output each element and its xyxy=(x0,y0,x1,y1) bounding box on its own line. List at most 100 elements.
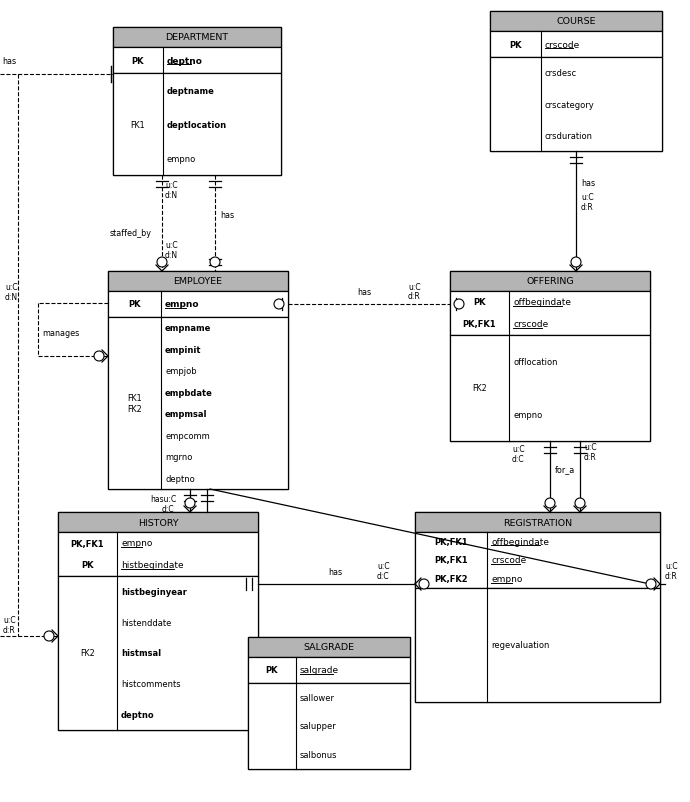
Text: deptno: deptno xyxy=(121,711,155,719)
Text: empno: empno xyxy=(165,300,199,309)
Text: deptno: deptno xyxy=(165,474,195,483)
Text: offlocation: offlocation xyxy=(513,358,558,367)
Text: offbegindate: offbegindate xyxy=(513,298,571,307)
Bar xyxy=(113,48,281,74)
Text: OFFERING: OFFERING xyxy=(526,277,574,286)
Text: FK2: FK2 xyxy=(80,649,95,658)
Bar xyxy=(450,272,650,292)
Bar xyxy=(450,292,650,335)
Circle shape xyxy=(185,498,195,508)
Bar xyxy=(415,512,660,533)
Bar xyxy=(108,272,288,292)
Bar xyxy=(490,32,662,58)
Text: u:C: u:C xyxy=(5,283,18,292)
Text: has: has xyxy=(328,568,342,577)
Bar xyxy=(108,292,288,318)
Bar xyxy=(248,657,410,683)
Text: FK1
FK2: FK1 FK2 xyxy=(127,394,142,413)
Text: histcomments: histcomments xyxy=(121,679,181,688)
Text: PK: PK xyxy=(81,561,94,569)
Text: empmsal: empmsal xyxy=(165,410,208,419)
Text: crscode: crscode xyxy=(491,556,526,565)
Text: u:C: u:C xyxy=(377,561,390,571)
Text: empno: empno xyxy=(513,411,542,419)
Text: regevaluation: regevaluation xyxy=(491,641,550,650)
Bar xyxy=(58,512,258,533)
Text: u:C: u:C xyxy=(3,616,16,625)
Text: PK,FK1: PK,FK1 xyxy=(70,539,104,548)
Text: has: has xyxy=(2,56,16,66)
Bar xyxy=(248,638,410,769)
Text: d:N: d:N xyxy=(165,251,178,260)
Text: PK: PK xyxy=(128,300,141,309)
Bar xyxy=(58,533,258,577)
Text: empjob: empjob xyxy=(165,367,197,376)
Text: PK: PK xyxy=(266,666,278,674)
Text: salupper: salupper xyxy=(299,722,337,731)
Text: empcomm: empcomm xyxy=(165,431,210,440)
Text: deptname: deptname xyxy=(166,87,215,95)
Text: has: has xyxy=(581,180,595,188)
Text: COURSE: COURSE xyxy=(556,18,595,26)
Bar xyxy=(415,533,660,588)
Text: crscategory: crscategory xyxy=(544,100,595,109)
Text: d:R: d:R xyxy=(665,572,678,581)
Text: SALGRADE: SALGRADE xyxy=(304,642,355,652)
Text: offbegindate: offbegindate xyxy=(491,537,549,546)
Circle shape xyxy=(545,498,555,508)
Text: empinit: empinit xyxy=(165,346,201,354)
Text: u:C: u:C xyxy=(165,181,177,190)
Bar xyxy=(490,58,662,152)
Text: d:R: d:R xyxy=(3,626,16,634)
Text: histbegindate: histbegindate xyxy=(121,561,184,569)
Text: empbdate: empbdate xyxy=(165,388,213,397)
Circle shape xyxy=(157,257,167,268)
Bar xyxy=(450,335,650,441)
Circle shape xyxy=(210,257,220,268)
Text: EMPLOYEE: EMPLOYEE xyxy=(173,277,222,286)
Text: d:N: d:N xyxy=(165,191,178,200)
Bar xyxy=(415,512,660,702)
Text: salgrade: salgrade xyxy=(299,666,339,674)
Text: HISTORY: HISTORY xyxy=(138,518,178,527)
Circle shape xyxy=(571,257,581,268)
Text: DEPARTMENT: DEPARTMENT xyxy=(166,34,228,43)
Text: empname: empname xyxy=(165,324,211,333)
Text: u:C: u:C xyxy=(408,282,421,291)
Bar xyxy=(248,638,410,657)
Text: crsdesc: crsdesc xyxy=(544,69,577,78)
Text: crscode: crscode xyxy=(544,40,580,50)
Text: FK2: FK2 xyxy=(472,384,487,393)
Text: PK,FK1: PK,FK1 xyxy=(434,556,468,565)
Bar xyxy=(108,318,288,489)
Text: has: has xyxy=(220,211,234,221)
Text: u:C: u:C xyxy=(165,241,177,250)
Bar xyxy=(450,272,650,441)
Circle shape xyxy=(44,631,54,642)
Bar xyxy=(248,683,410,769)
Bar xyxy=(113,28,281,176)
Text: deptlocation: deptlocation xyxy=(166,120,227,129)
Bar xyxy=(113,28,281,48)
Text: histenddate: histenddate xyxy=(121,618,171,627)
Text: u:C: u:C xyxy=(581,193,593,202)
Circle shape xyxy=(454,300,464,310)
Text: sallower: sallower xyxy=(299,693,335,702)
Bar xyxy=(58,577,258,730)
Text: PK,FK1: PK,FK1 xyxy=(463,320,496,329)
Circle shape xyxy=(419,579,429,589)
Text: histmsal: histmsal xyxy=(121,649,161,658)
Text: histbeginyear: histbeginyear xyxy=(121,587,187,596)
Text: d:C: d:C xyxy=(162,505,175,514)
Circle shape xyxy=(94,351,104,362)
Text: d:R: d:R xyxy=(408,292,421,301)
Text: u:C: u:C xyxy=(512,445,524,454)
Text: empno: empno xyxy=(166,154,196,164)
Text: manages: manages xyxy=(42,329,79,338)
Text: d:C: d:C xyxy=(512,455,524,464)
Text: REGISTRATION: REGISTRATION xyxy=(503,518,572,527)
Circle shape xyxy=(274,300,284,310)
Text: deptno: deptno xyxy=(166,56,202,66)
Bar xyxy=(415,588,660,702)
Text: staffed_by: staffed_by xyxy=(110,229,152,238)
